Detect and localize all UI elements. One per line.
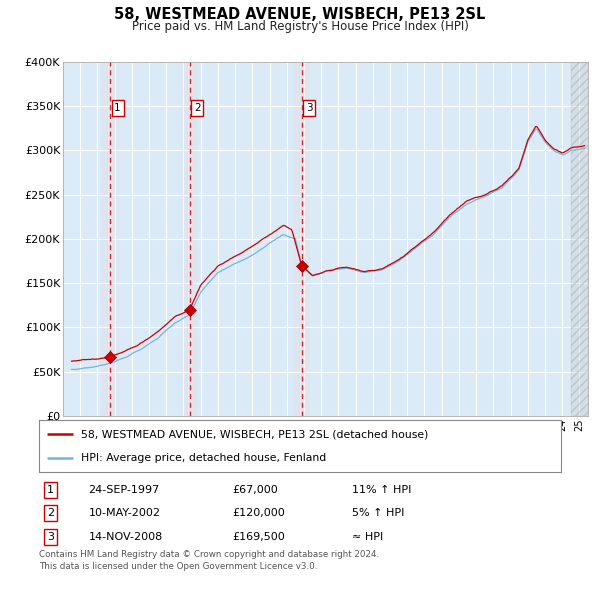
Text: 11% ↑ HPI: 11% ↑ HPI xyxy=(352,485,412,495)
Text: 2: 2 xyxy=(47,508,54,518)
Bar xyxy=(101,62,119,416)
Bar xyxy=(571,62,600,416)
Text: £120,000: £120,000 xyxy=(232,508,285,518)
Text: 24-SEP-1997: 24-SEP-1997 xyxy=(89,485,160,495)
Text: HPI: Average price, detached house, Fenland: HPI: Average price, detached house, Fenl… xyxy=(81,453,326,463)
Text: 3: 3 xyxy=(47,532,54,542)
Text: ≈ HPI: ≈ HPI xyxy=(352,532,383,542)
Text: 5% ↑ HPI: 5% ↑ HPI xyxy=(352,508,404,518)
Text: 58, WESTMEAD AVENUE, WISBECH, PE13 2SL: 58, WESTMEAD AVENUE, WISBECH, PE13 2SL xyxy=(115,7,485,22)
Text: 10-MAY-2002: 10-MAY-2002 xyxy=(89,508,161,518)
Text: 3: 3 xyxy=(306,103,313,113)
Text: Price paid vs. HM Land Registry's House Price Index (HPI): Price paid vs. HM Land Registry's House … xyxy=(131,20,469,33)
Text: 1: 1 xyxy=(114,103,121,113)
Text: £169,500: £169,500 xyxy=(232,532,285,542)
Text: 2: 2 xyxy=(194,103,200,113)
Bar xyxy=(181,62,198,416)
Bar xyxy=(293,62,310,416)
Text: Contains HM Land Registry data © Crown copyright and database right 2024.
This d: Contains HM Land Registry data © Crown c… xyxy=(39,550,379,571)
Text: 14-NOV-2008: 14-NOV-2008 xyxy=(89,532,163,542)
Text: 1: 1 xyxy=(47,485,54,495)
Text: £67,000: £67,000 xyxy=(232,485,278,495)
Text: 58, WESTMEAD AVENUE, WISBECH, PE13 2SL (detached house): 58, WESTMEAD AVENUE, WISBECH, PE13 2SL (… xyxy=(81,429,428,439)
